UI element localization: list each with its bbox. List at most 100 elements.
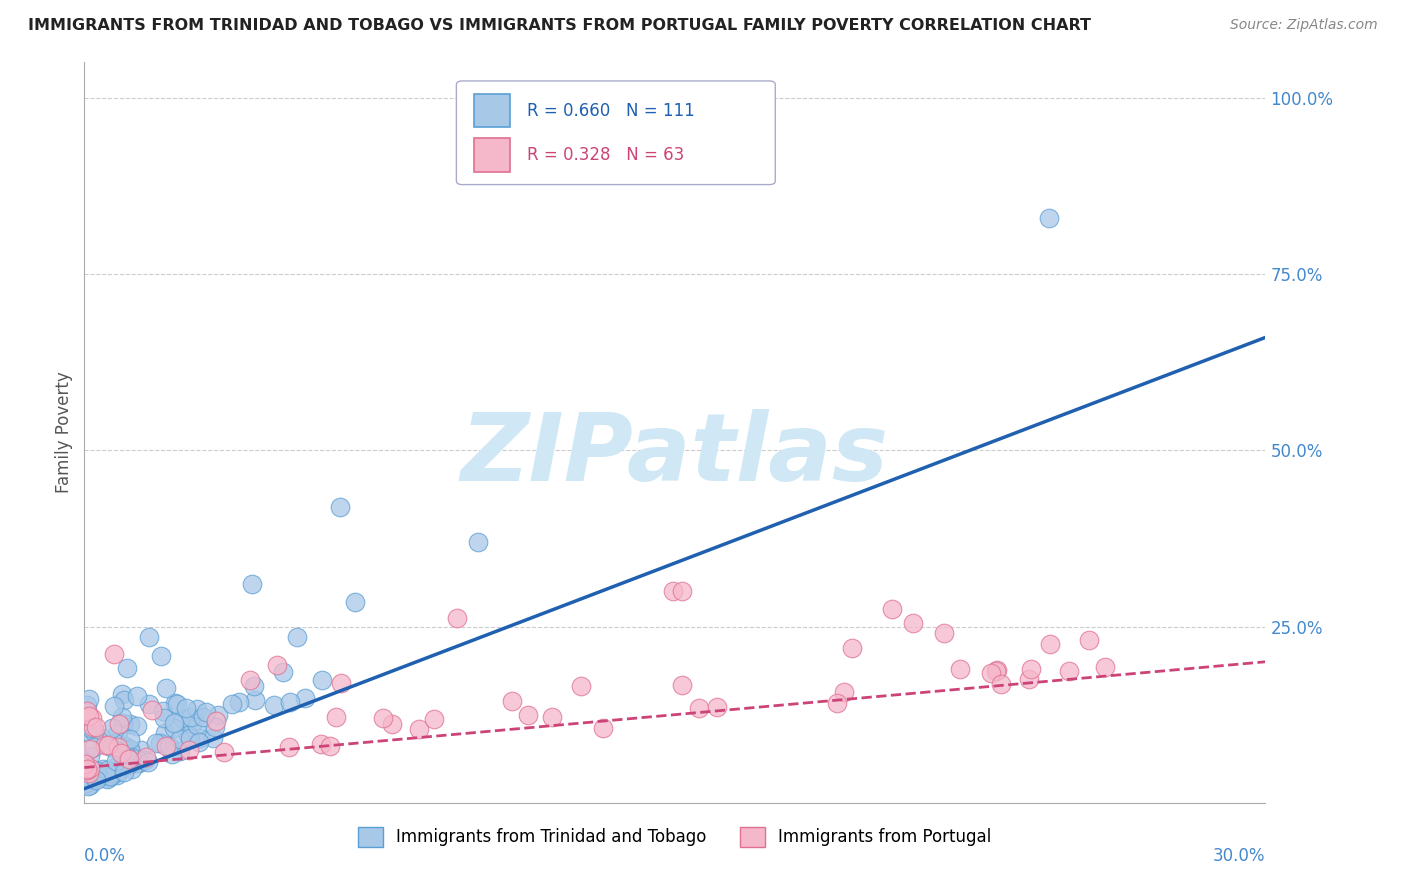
Point <box>80 721 103 735</box>
Point <box>121 749 143 764</box>
Point <box>104 754 127 768</box>
Text: R = 0.328   N = 63: R = 0.328 N = 63 <box>527 146 685 164</box>
Point <box>569 679 592 693</box>
Point <box>166 697 188 711</box>
Point <box>155 739 177 753</box>
Point <box>104 736 127 750</box>
Point <box>240 577 263 591</box>
Point <box>266 657 288 672</box>
Point <box>76 764 98 778</box>
Point <box>228 695 250 709</box>
Point <box>294 691 316 706</box>
Point <box>79 692 101 706</box>
Point <box>87 768 110 782</box>
Point <box>309 737 332 751</box>
Point <box>180 717 202 731</box>
Point <box>94 738 117 752</box>
Point <box>90 730 112 744</box>
Text: R = 0.660   N = 111: R = 0.660 N = 111 <box>527 102 695 120</box>
Point <box>118 741 141 756</box>
Point <box>90 770 112 784</box>
Point <box>79 749 101 764</box>
Point <box>79 778 101 792</box>
Point <box>76 698 98 712</box>
Point <box>172 712 194 726</box>
Point <box>110 747 132 761</box>
Point <box>105 767 128 781</box>
Point <box>141 703 163 717</box>
Point <box>117 758 139 772</box>
Point <box>880 602 903 616</box>
Point <box>111 687 134 701</box>
Point <box>662 584 685 599</box>
Point <box>125 756 148 770</box>
Point <box>98 768 121 782</box>
Point <box>115 748 138 763</box>
Point <box>541 710 564 724</box>
Point <box>205 714 228 728</box>
Point <box>1021 662 1043 676</box>
Point <box>163 716 186 731</box>
Point <box>86 764 108 778</box>
Point <box>138 697 160 711</box>
Point <box>135 750 157 764</box>
FancyBboxPatch shape <box>457 81 775 185</box>
Point <box>901 615 924 630</box>
Point <box>825 696 848 710</box>
Point <box>277 739 299 754</box>
Point <box>120 717 142 731</box>
Point <box>93 762 115 776</box>
Point <box>77 725 100 739</box>
Point <box>91 768 114 782</box>
Point <box>76 704 98 718</box>
Point <box>1018 672 1040 686</box>
Point <box>263 698 285 712</box>
Point <box>105 764 128 779</box>
Text: IMMIGRANTS FROM TRINIDAD AND TOBAGO VS IMMIGRANTS FROM PORTUGAL FAMILY POVERTY C: IMMIGRANTS FROM TRINIDAD AND TOBAGO VS I… <box>28 18 1091 33</box>
FancyBboxPatch shape <box>474 94 509 128</box>
Point <box>165 696 187 710</box>
Point <box>160 747 183 761</box>
Point <box>188 731 211 745</box>
Point <box>187 735 209 749</box>
Point <box>517 708 540 723</box>
Point <box>118 742 141 756</box>
Point <box>592 721 614 735</box>
Point <box>204 719 226 733</box>
Point <box>221 698 243 712</box>
Point <box>122 755 145 769</box>
Point <box>330 676 353 690</box>
Point <box>319 739 342 753</box>
Point <box>155 681 177 696</box>
Point <box>179 742 201 756</box>
Point <box>214 746 236 760</box>
Point <box>278 695 301 709</box>
Point <box>325 710 347 724</box>
Point <box>949 662 972 676</box>
Point <box>97 738 120 752</box>
Point <box>932 626 955 640</box>
Point <box>243 679 266 693</box>
Point <box>115 744 138 758</box>
Point <box>111 759 134 773</box>
Point <box>271 665 294 679</box>
Point <box>97 771 120 785</box>
Point <box>83 740 105 755</box>
Point <box>111 710 134 724</box>
Point <box>343 595 366 609</box>
Point <box>186 717 208 731</box>
Point <box>177 728 200 742</box>
Point <box>100 739 122 754</box>
Point <box>96 769 118 783</box>
Y-axis label: Family Poverty: Family Poverty <box>55 372 73 493</box>
Point <box>121 762 143 776</box>
Point <box>381 716 404 731</box>
Point <box>1094 659 1116 673</box>
Point <box>82 720 104 734</box>
Text: 30.0%: 30.0% <box>1213 847 1265 865</box>
Point <box>195 705 218 719</box>
Point <box>122 755 145 769</box>
Point <box>990 676 1012 690</box>
Point <box>84 720 107 734</box>
Point <box>180 710 202 724</box>
